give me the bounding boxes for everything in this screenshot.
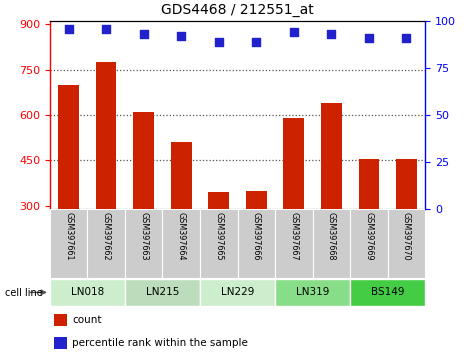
Text: BS149: BS149 [371,287,404,297]
Text: LN215: LN215 [146,287,179,297]
Bar [87,209,125,278]
Text: percentile rank within the sample: percentile rank within the sample [72,338,248,348]
Bar [96,62,116,209]
Point [290,30,297,35]
Bar [200,209,238,278]
Bar [350,209,388,278]
Bar [246,191,266,209]
Bar [50,279,125,306]
Bar [125,209,162,278]
Text: GSM397668: GSM397668 [327,212,336,261]
Point [402,35,410,41]
Bar [350,279,425,306]
Bar [238,209,275,278]
Point [177,33,185,39]
Point [215,39,222,45]
Bar [54,337,67,349]
Point [328,32,335,37]
Bar [359,159,379,209]
Point [102,26,110,32]
Point [140,32,147,37]
Text: cell line: cell line [5,288,42,298]
Bar [313,209,350,278]
Text: LN319: LN319 [296,287,329,297]
Bar [284,118,304,209]
Text: LN018: LN018 [71,287,104,297]
Bar [321,103,342,209]
Text: GSM397662: GSM397662 [102,212,111,261]
Bar [58,85,79,209]
Title: GDS4468 / 212551_at: GDS4468 / 212551_at [161,4,314,17]
Text: count: count [72,315,102,325]
Point [365,35,372,41]
Text: GSM397669: GSM397669 [364,212,373,261]
Bar [396,159,417,209]
Bar [209,192,229,209]
Bar [275,279,350,306]
Bar [50,209,87,278]
Point [65,26,72,32]
Text: GSM397670: GSM397670 [402,212,411,261]
Bar [171,142,191,209]
Text: GSM397664: GSM397664 [177,212,186,261]
Bar [388,209,425,278]
Text: GSM397667: GSM397667 [289,212,298,261]
Text: GSM397666: GSM397666 [252,212,261,261]
Bar [162,209,200,278]
Bar [200,279,275,306]
Bar [54,314,67,326]
Bar [275,209,313,278]
Bar [125,279,200,306]
Text: LN229: LN229 [221,287,254,297]
Point [253,39,260,45]
Text: GSM397663: GSM397663 [139,212,148,261]
Text: GSM397665: GSM397665 [214,212,223,261]
Bar [133,112,154,209]
Text: GSM397661: GSM397661 [64,212,73,261]
